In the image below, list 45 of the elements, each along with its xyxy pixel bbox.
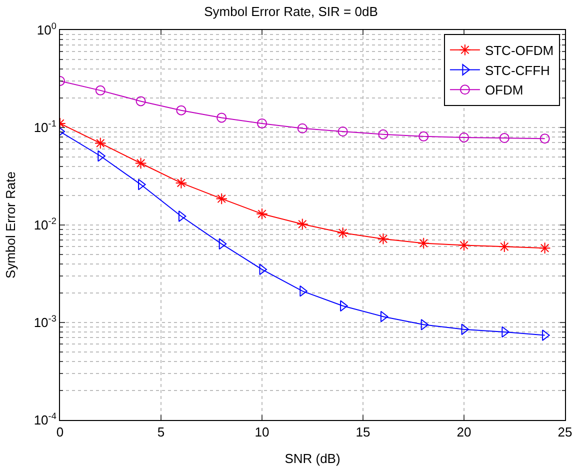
point bbox=[216, 112, 227, 123]
y-tick-label: 10$^{-4}$ bbox=[34, 411, 56, 428]
point bbox=[420, 318, 429, 330]
y-tick-label: 10$^{0}$ bbox=[36, 21, 56, 38]
point bbox=[538, 242, 551, 254]
y-tick-label: 10$^{-3}$ bbox=[34, 314, 56, 330]
point bbox=[176, 105, 186, 116]
point bbox=[256, 208, 268, 220]
point bbox=[95, 85, 106, 96]
x-tick-label: 5 bbox=[157, 424, 165, 440]
point bbox=[257, 118, 267, 128]
point bbox=[178, 210, 186, 222]
point bbox=[498, 240, 510, 253]
point bbox=[134, 157, 147, 170]
point bbox=[336, 226, 349, 239]
chart-title: Symbol Error Rate, SIR = 0dB bbox=[204, 4, 378, 20]
point bbox=[458, 239, 470, 252]
legend-label: STC-CFFH bbox=[484, 62, 550, 78]
x-tick-label: 10 bbox=[254, 424, 270, 440]
x-tick-label: 15 bbox=[356, 424, 370, 440]
point bbox=[296, 218, 308, 230]
point bbox=[338, 126, 348, 136]
x-tick-label: 25 bbox=[558, 424, 572, 440]
point bbox=[218, 238, 227, 250]
point bbox=[459, 132, 469, 142]
x-tick-label: 20 bbox=[456, 424, 472, 440]
point bbox=[540, 134, 550, 144]
point bbox=[499, 133, 510, 144]
point bbox=[94, 137, 106, 150]
y-axis-title: Symbol Error Rate bbox=[2, 172, 18, 278]
point bbox=[297, 123, 308, 134]
point bbox=[136, 96, 146, 106]
y-tick-label: 10$^{-2}$ bbox=[34, 216, 56, 233]
legend-label: STC-OFDM bbox=[484, 42, 554, 58]
point bbox=[380, 310, 388, 322]
point bbox=[378, 129, 388, 140]
point bbox=[377, 233, 390, 245]
point bbox=[418, 237, 430, 250]
legend-label: OFDM bbox=[484, 82, 524, 98]
y-tick-label: 10$^{-1}$ bbox=[34, 118, 56, 136]
point bbox=[418, 131, 429, 142]
point bbox=[216, 192, 228, 205]
point bbox=[175, 177, 188, 189]
x-axis-title: SNR (dB) bbox=[284, 451, 340, 466]
x-tick-label: 0 bbox=[56, 424, 64, 440]
